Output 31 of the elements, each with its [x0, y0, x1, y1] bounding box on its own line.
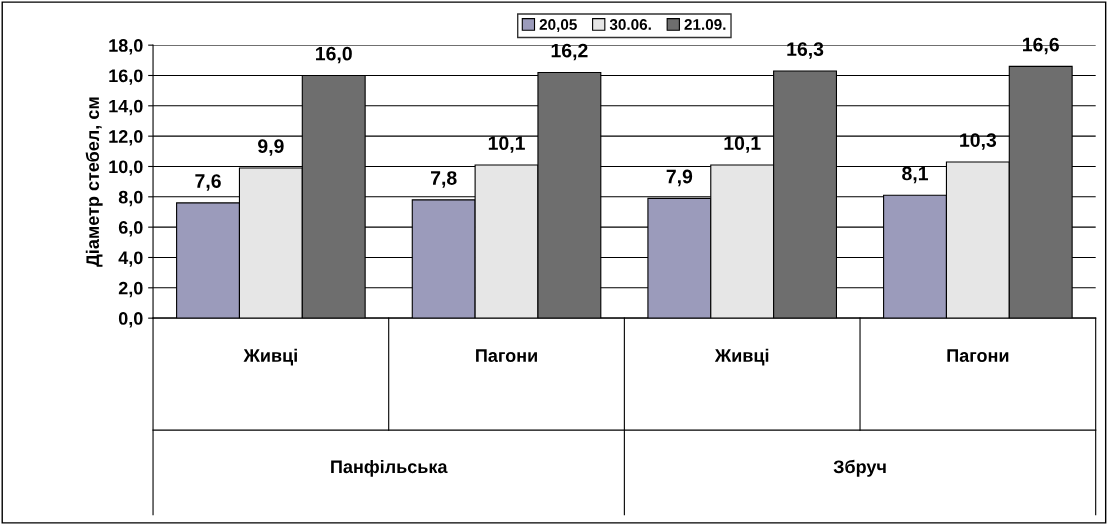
y-tick-label: 12,0 — [109, 130, 143, 146]
text: Збруч — [833, 459, 886, 477]
x-tick-label: Пагони — [476, 349, 537, 362]
data-label: 9,9 — [258, 139, 284, 156]
data-label: 16,3 — [787, 42, 824, 59]
data-label: 16,2 — [551, 43, 588, 61]
x-tick-label: Пагони — [947, 349, 1009, 362]
y-tick-label: 14,0 — [109, 99, 143, 116]
y-tick-label: 4,0 — [118, 251, 143, 267]
data-label: 10,3 — [960, 133, 997, 150]
data-label: 10,1 — [488, 136, 525, 153]
x-tick-label: Живці — [714, 348, 769, 366]
y-tick-label: 8,0 — [118, 190, 143, 207]
data-label: 7,8 — [431, 171, 457, 188]
y-tick-label: 2,0 — [118, 281, 143, 298]
y-tick-label: 6,0 — [118, 221, 143, 237]
y-tick-label: 10,0 — [109, 160, 143, 176]
y-tick-label: 16,0 — [109, 69, 143, 85]
text: Панфільська — [331, 459, 448, 477]
y-tick-label: 0,0 — [118, 312, 143, 328]
data-label: 7,9 — [666, 169, 693, 187]
y-axis-title: Діаметр стебел, см — [85, 97, 103, 267]
legend-label: 30.06. — [609, 19, 651, 30]
y-tick-label: 18,0 — [109, 39, 143, 55]
data-label: 8,1 — [902, 166, 928, 184]
data-label: 10,1 — [724, 136, 761, 153]
legend-label: 20,05 — [539, 19, 577, 33]
legend-label: 21.09. — [684, 19, 726, 30]
x-tick-label: Живці — [243, 348, 297, 366]
data-label: 7,6 — [195, 174, 221, 191]
data-label: 16,0 — [316, 46, 352, 64]
